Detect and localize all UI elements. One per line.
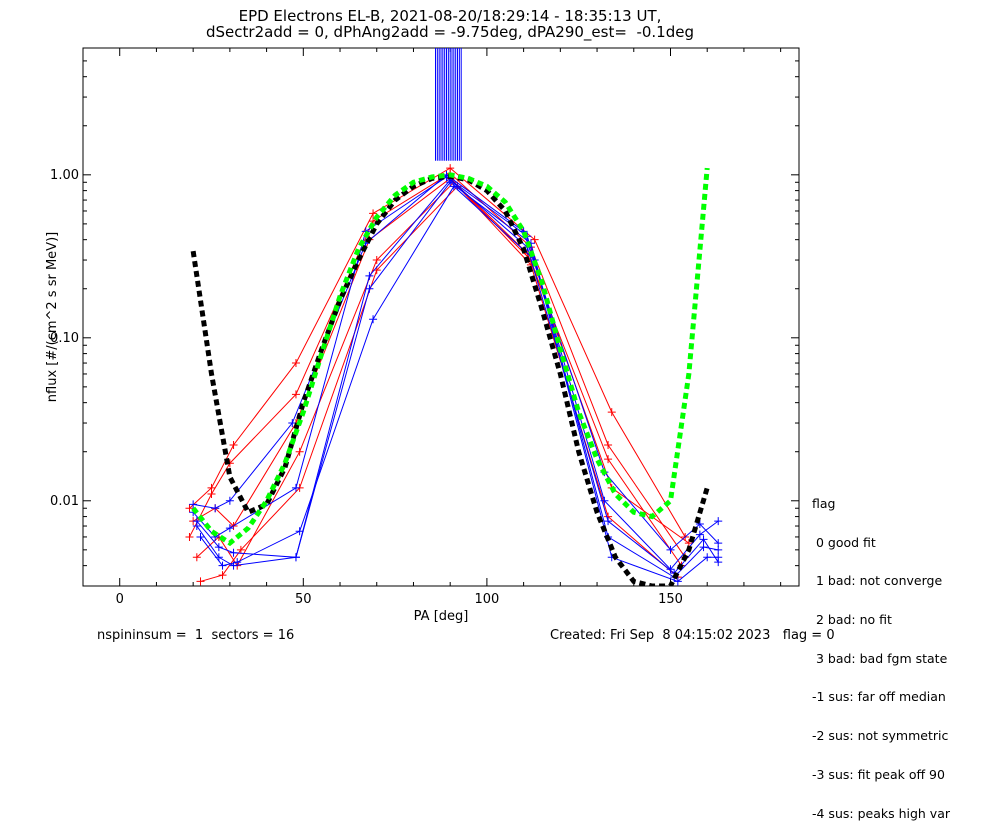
y-tick-label: 0.10 [50, 331, 79, 346]
data-point-marker [604, 440, 613, 449]
data-point-marker [229, 548, 238, 557]
chart-plot: 0 50 100 150 0.01 0.10 1.00 PA [deg] nflux [#/… [45, 47, 800, 624]
chart-title-line-2: dSectr2add = 0, dPhAng2add = -9.75deg, d… [206, 23, 694, 41]
data-point-marker [229, 561, 238, 570]
legend-item: 3 bad: bad fgm state [812, 650, 948, 666]
data-point-marker [607, 408, 616, 417]
data-point-marker [714, 539, 723, 548]
data-point-marker [714, 517, 723, 526]
series-line-blue [192, 176, 719, 571]
footer-left: nspininsum = 1 sectors = 16 [97, 628, 295, 643]
data-point-marker [192, 553, 201, 562]
x-tick-label: 50 [295, 592, 312, 607]
data-point-marker [703, 553, 712, 562]
data-point-marker [196, 532, 205, 541]
legend-item: -1 sus: far off median [812, 689, 946, 705]
data-point-marker [530, 235, 539, 244]
data-point-marker [214, 553, 223, 562]
y-tick-label: 1.00 [50, 168, 79, 183]
fit-curve-black [190, 173, 710, 586]
data-point-marker [225, 496, 234, 505]
series-line-red [196, 181, 690, 567]
peak-markers [434, 48, 462, 161]
data-point-marker [365, 271, 374, 280]
data-point-marker [714, 558, 723, 567]
data-point-marker [192, 522, 201, 531]
legend-item: 1 bad: not converge [812, 573, 943, 589]
series-line-red [192, 177, 682, 566]
data-point-marker [236, 545, 245, 554]
data-series [185, 164, 723, 586]
x-axis-label: PA [deg] [414, 609, 469, 624]
data-point-marker [666, 565, 675, 574]
data-point-marker [196, 577, 205, 586]
data-point-marker [369, 315, 378, 324]
legend-item: 0 good fit [812, 534, 876, 550]
data-point-marker [185, 504, 194, 513]
data-point-marker [211, 504, 220, 513]
series-line-blue [196, 181, 719, 578]
data-point-marker [604, 517, 613, 526]
data-point-marker [291, 359, 300, 368]
y-axis-label: nflux [#/(cm^2 s sr MeV)] [45, 232, 60, 402]
data-point-marker [369, 209, 378, 218]
data-point-marker [365, 284, 374, 293]
x-tick-label: 100 [474, 592, 499, 607]
y-tick-label: 0.01 [50, 494, 79, 509]
data-point-marker [229, 440, 238, 449]
data-point-marker [666, 545, 675, 554]
series-line-blue [200, 185, 719, 582]
data-point-marker [185, 532, 194, 541]
data-point-marker [207, 483, 216, 492]
data-point-marker [295, 447, 304, 456]
data-point-marker [699, 535, 708, 544]
data-point-marker [372, 256, 381, 265]
legend-item: 2 bad: no fit [812, 611, 892, 627]
flag-legend: flag 0 good fit 1 bad: not converge 2 ba… [812, 472, 950, 833]
data-point-marker [218, 571, 227, 580]
data-point-marker [673, 577, 682, 586]
fit-curve-green [191, 167, 710, 547]
axis-ticks: 0 50 100 150 0.01 0.10 1.00 [50, 47, 799, 607]
legend-item: -4 sus: peaks high var [812, 805, 951, 821]
data-point-marker [291, 390, 300, 399]
x-tick-label: 0 [116, 592, 124, 607]
fit-curves [190, 167, 710, 586]
data-point-marker [604, 455, 613, 464]
data-point-marker [291, 483, 300, 492]
data-point-marker [291, 553, 300, 562]
legend-title: flag [812, 495, 836, 511]
data-point-marker [699, 543, 708, 552]
data-point-marker [695, 530, 704, 539]
data-point-marker [189, 500, 198, 509]
legend-item: -3 sus: fit peak off 90 [812, 766, 945, 782]
x-tick-label: 150 [658, 592, 683, 607]
data-point-marker [214, 543, 223, 552]
series-line-red [189, 172, 686, 558]
legend-item: -2 sus: not symmetric [812, 728, 949, 744]
footer-right: Created: Fri Sep 8 04:15:02 2023 flag = … [550, 628, 835, 643]
series-line-red [200, 185, 679, 582]
chart-title-line-1: EPD Electrons EL-B, 2021-08-20/18:29:14 … [238, 7, 662, 25]
data-point-marker [446, 164, 455, 173]
data-point-marker [218, 561, 227, 570]
data-point-marker [714, 545, 723, 554]
data-point-marker [225, 524, 234, 533]
